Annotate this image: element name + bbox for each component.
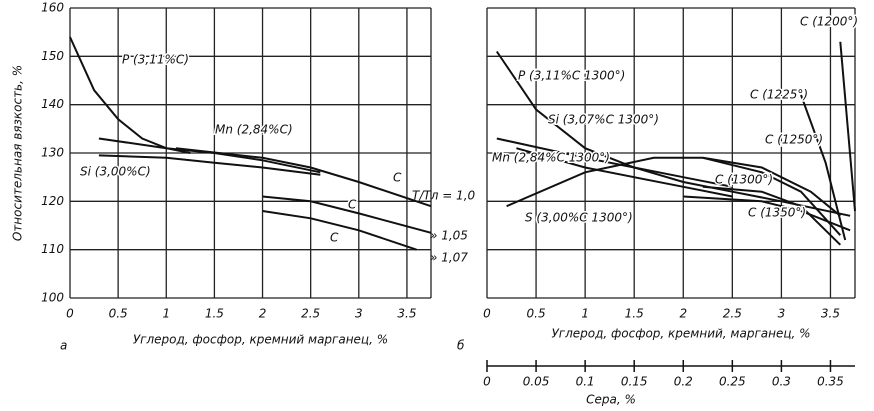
- panel-label: б: [457, 339, 465, 353]
- curve: [262, 210, 417, 251]
- curve: [175, 147, 432, 208]
- curve-label: C: [348, 198, 357, 212]
- curve-label: C (1200°): [800, 15, 858, 29]
- x-tick-label: 0: [66, 307, 74, 321]
- y-tick-label: 130: [41, 146, 64, 160]
- curve-label: C (1225°): [750, 88, 808, 102]
- x-tick-label: 0.5: [109, 307, 128, 321]
- x-tick-label: 1: [581, 307, 589, 321]
- curve: [495, 50, 851, 217]
- y-tick-label: 150: [41, 49, 64, 63]
- x-tick-label: 0: [483, 307, 491, 321]
- x2-tick-label: 0.35: [817, 375, 844, 389]
- curve: [839, 41, 856, 212]
- x-tick-label: 0.5: [527, 307, 546, 321]
- x2-tick-label: 0.2: [674, 375, 693, 389]
- curve: [98, 154, 321, 176]
- y-tick-label: 100: [41, 291, 64, 305]
- x-tick-label: 1.5: [205, 307, 224, 321]
- x-axis-label: Углерод, фосфор, кремний, марганец, %: [551, 327, 810, 341]
- curve-label: P (3,11%C 1300°): [518, 69, 625, 83]
- annotation: T/Tл = 1,0: [412, 189, 476, 203]
- x-tick-label: 2: [259, 307, 267, 321]
- x-tick-label: 2.5: [301, 307, 320, 321]
- x-tick-label: 3: [355, 307, 363, 321]
- x-tick-label: 2: [679, 307, 687, 321]
- x-axis-label: Углерод, фосфор, кремний марганец, %: [133, 333, 388, 347]
- curve-label: C: [393, 171, 402, 185]
- x2-tick-label: 0: [483, 375, 491, 389]
- curve: [800, 94, 847, 241]
- x-tick-label: 3: [778, 307, 786, 321]
- curve: [683, 195, 851, 232]
- curve-label: C: [330, 231, 339, 245]
- curve-label: Mn (2,84%C): [215, 123, 293, 137]
- curve-label: S (3,00%C 1300°): [525, 211, 633, 225]
- annotation: » 1,07: [430, 251, 468, 265]
- curve-label: P (3,11%C): [122, 53, 189, 67]
- annotation: » 1,05: [430, 229, 468, 243]
- y-tick-label: 140: [41, 97, 64, 111]
- x2-axis-label: Сера, %: [586, 393, 636, 407]
- curve-label: Si (3,00%C): [80, 165, 151, 179]
- curve: [262, 195, 432, 234]
- x-tick-label: 3.5: [821, 307, 840, 321]
- y-axis-label: Относительная вязкость, %: [11, 65, 25, 241]
- y-tick-label: 120: [41, 194, 64, 208]
- x2-tick-label: 0.1: [576, 375, 595, 389]
- x-tick-label: 3.5: [397, 307, 416, 321]
- curve: [516, 147, 733, 198]
- x2-tick-label: 0.25: [719, 375, 746, 389]
- curve: [496, 137, 733, 188]
- curve: [702, 156, 842, 236]
- x-tick-label: 2.5: [723, 307, 742, 321]
- x2-tick-label: 0.05: [523, 375, 550, 389]
- y-tick-label: 110: [41, 242, 64, 256]
- x2-tick-label: 0.15: [621, 375, 648, 389]
- curve-label: Si (3,07%C 1300°): [548, 113, 659, 127]
- x-tick-label: 1.5: [625, 307, 644, 321]
- panel-label: а: [60, 339, 67, 353]
- curve: [702, 185, 842, 246]
- curve-label: Mn (2,84%C 1300°): [492, 151, 610, 165]
- y-tick-label: 160: [41, 1, 64, 15]
- curve-label: C (1250°): [765, 133, 823, 147]
- x2-tick-label: 0.3: [772, 375, 791, 389]
- x-tick-label: 1: [162, 307, 170, 321]
- curve-label: C (1350°): [748, 206, 806, 220]
- curve-label: C (1300°): [715, 173, 773, 187]
